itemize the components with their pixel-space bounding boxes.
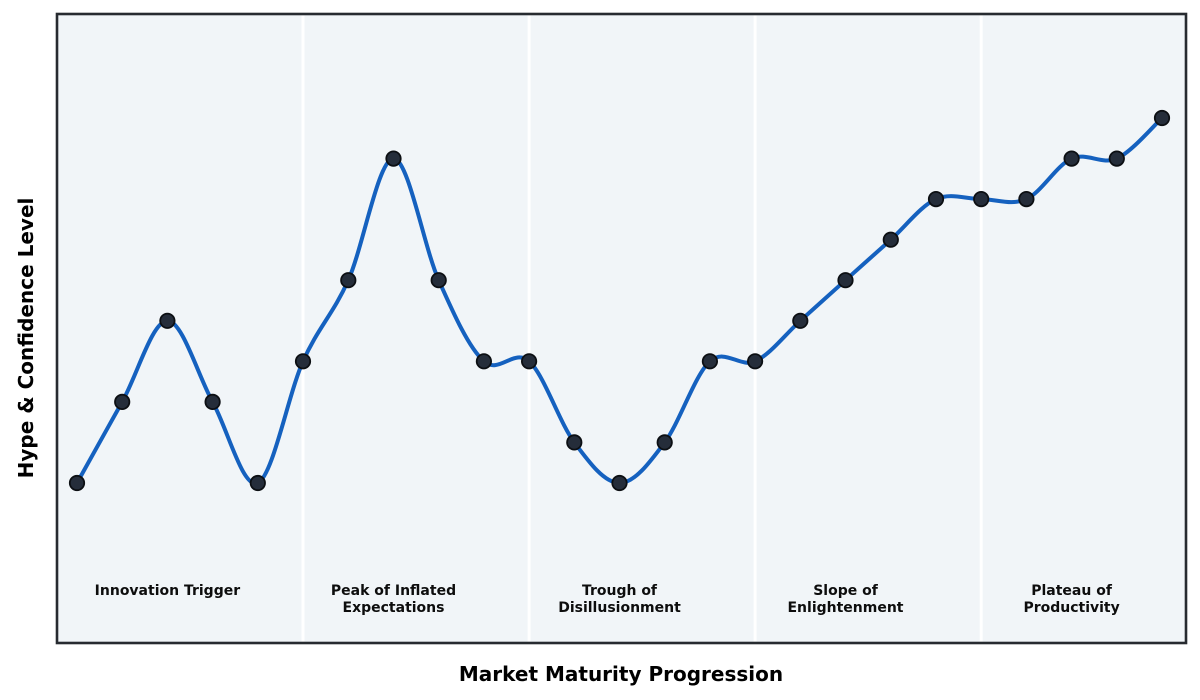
data-point	[611, 474, 628, 492]
data-point	[1153, 109, 1171, 127]
data-point	[927, 191, 945, 208]
data-point	[294, 353, 312, 370]
phase-label: Innovation Trigger	[95, 583, 241, 599]
phase-labels: Innovation Trigger Peak of Inflated Expect…	[95, 583, 1120, 616]
data-point	[475, 353, 492, 370]
plot-background	[57, 14, 1186, 643]
data-point	[973, 191, 990, 208]
data-point	[340, 272, 357, 289]
data-point	[701, 353, 719, 370]
plot-frame	[55, 12, 1188, 645]
data-point	[1018, 191, 1035, 208]
data-point	[249, 474, 266, 492]
data-point	[159, 312, 176, 329]
data-point	[520, 353, 538, 370]
data-point	[837, 272, 854, 289]
data-point	[430, 272, 447, 289]
data-point	[1063, 150, 1080, 167]
y-axis-label: Hype & Confidence Level	[14, 198, 38, 479]
hype-curve	[75, 116, 1164, 486]
data-points	[68, 109, 1171, 492]
data-point	[385, 150, 402, 167]
x-axis-label: Market Maturity Progression	[459, 662, 783, 686]
phase-label: Plateau of Productivity	[1023, 583, 1119, 616]
data-point	[882, 231, 899, 248]
phase-label: Slope of Enlightenment	[787, 583, 903, 616]
data-point	[656, 434, 673, 451]
data-point	[68, 474, 86, 492]
data-point	[114, 393, 131, 410]
data-point	[792, 312, 809, 329]
data-point	[1108, 150, 1125, 167]
data-point	[566, 434, 583, 451]
data-point	[204, 393, 221, 410]
phase-label: Peak of Inflated Expectations	[331, 583, 456, 616]
data-point	[746, 353, 764, 370]
phase-label: Trough of Disillusionment	[558, 583, 681, 616]
phase-dividers	[301, 15, 983, 642]
